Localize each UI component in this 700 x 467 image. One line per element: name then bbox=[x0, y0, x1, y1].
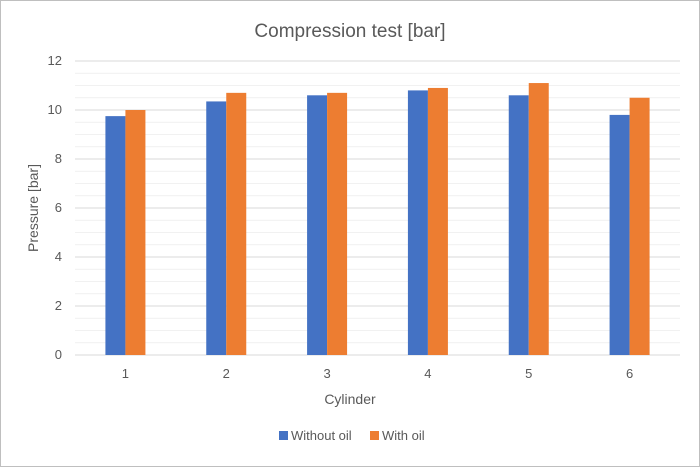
x-tick-label: 4 bbox=[424, 366, 431, 381]
x-tick-labels: 1 2 3 4 5 6 bbox=[122, 366, 633, 381]
legend: Without oil With oil bbox=[279, 428, 425, 443]
bars bbox=[105, 83, 650, 356]
x-axis-title: Cylinder bbox=[324, 391, 376, 407]
y-tick-label: 4 bbox=[55, 249, 62, 264]
legend-swatch-without-oil bbox=[279, 431, 288, 440]
bar-with-oil-cyl-3 bbox=[327, 92, 348, 355]
bar-without-oil-cyl-3 bbox=[307, 95, 328, 356]
y-tick-labels: 0 2 4 6 8 10 12 bbox=[48, 53, 62, 362]
bar-with-oil-cyl-1 bbox=[125, 110, 146, 355]
bar-without-oil-cyl-4 bbox=[407, 90, 428, 356]
legend-label: With oil bbox=[382, 428, 425, 443]
x-tick-label: 1 bbox=[122, 366, 129, 381]
y-axis-title: Pressure [bar] bbox=[25, 164, 41, 252]
chart-title: Compression test [bar] bbox=[254, 21, 445, 42]
bar-with-oil-cyl-5 bbox=[528, 83, 549, 356]
legend-label: Without oil bbox=[291, 428, 352, 443]
y-tick-label: 2 bbox=[55, 298, 62, 313]
legend-swatch-with-oil bbox=[370, 431, 379, 440]
bar-without-oil-cyl-6 bbox=[609, 114, 630, 356]
bar-with-oil-cyl-4 bbox=[427, 87, 448, 355]
bar-with-oil-cyl-2 bbox=[226, 92, 247, 355]
bar-with-oil-cyl-6 bbox=[629, 97, 650, 355]
y-tick-label: 6 bbox=[55, 200, 62, 215]
bar-without-oil-cyl-5 bbox=[508, 95, 529, 356]
x-tick-label: 3 bbox=[323, 366, 330, 381]
y-tick-label: 8 bbox=[55, 151, 62, 166]
y-tick-label: 12 bbox=[48, 53, 62, 68]
bar-without-oil-cyl-1 bbox=[105, 116, 126, 355]
bar-without-oil-cyl-2 bbox=[206, 101, 227, 355]
y-tick-label: 10 bbox=[48, 102, 62, 117]
x-tick-label: 6 bbox=[626, 366, 633, 381]
gridlines bbox=[75, 60, 680, 356]
y-tick-label: 0 bbox=[55, 347, 62, 362]
x-tick-label: 2 bbox=[223, 366, 230, 381]
x-tick-label: 5 bbox=[525, 366, 532, 381]
